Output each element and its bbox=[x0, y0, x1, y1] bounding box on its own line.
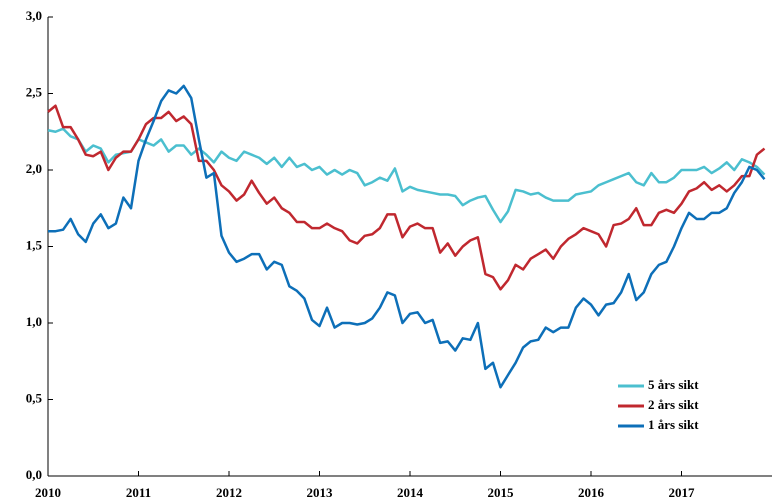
y-tick-label: 0,0 bbox=[26, 467, 42, 482]
y-tick-label: 1,0 bbox=[26, 314, 42, 329]
legend-label: 1 års sikt bbox=[648, 417, 699, 432]
series-line bbox=[47, 127, 766, 224]
y-tick-label: 0,5 bbox=[26, 390, 43, 405]
x-tick-label: 2016 bbox=[578, 485, 605, 500]
legend-label: 2 års sikt bbox=[648, 397, 699, 412]
y-tick-label: 2,0 bbox=[26, 161, 42, 176]
x-tick-label: 2017 bbox=[669, 485, 696, 500]
series-line bbox=[48, 84, 766, 389]
x-tick-label: 2015 bbox=[488, 485, 515, 500]
x-tick-label: 2014 bbox=[397, 485, 424, 500]
x-tick-label: 2012 bbox=[216, 485, 242, 500]
y-tick-label: 1,5 bbox=[26, 237, 43, 252]
x-tick-label: 2010 bbox=[35, 485, 61, 500]
legend-label: 5 års sikt bbox=[648, 377, 699, 392]
series-line bbox=[47, 104, 766, 291]
y-tick-label: 2,5 bbox=[26, 84, 43, 99]
x-tick-label: 2013 bbox=[307, 485, 334, 500]
x-tick-label: 2011 bbox=[126, 485, 151, 500]
y-tick-label: 3,0 bbox=[26, 8, 42, 23]
